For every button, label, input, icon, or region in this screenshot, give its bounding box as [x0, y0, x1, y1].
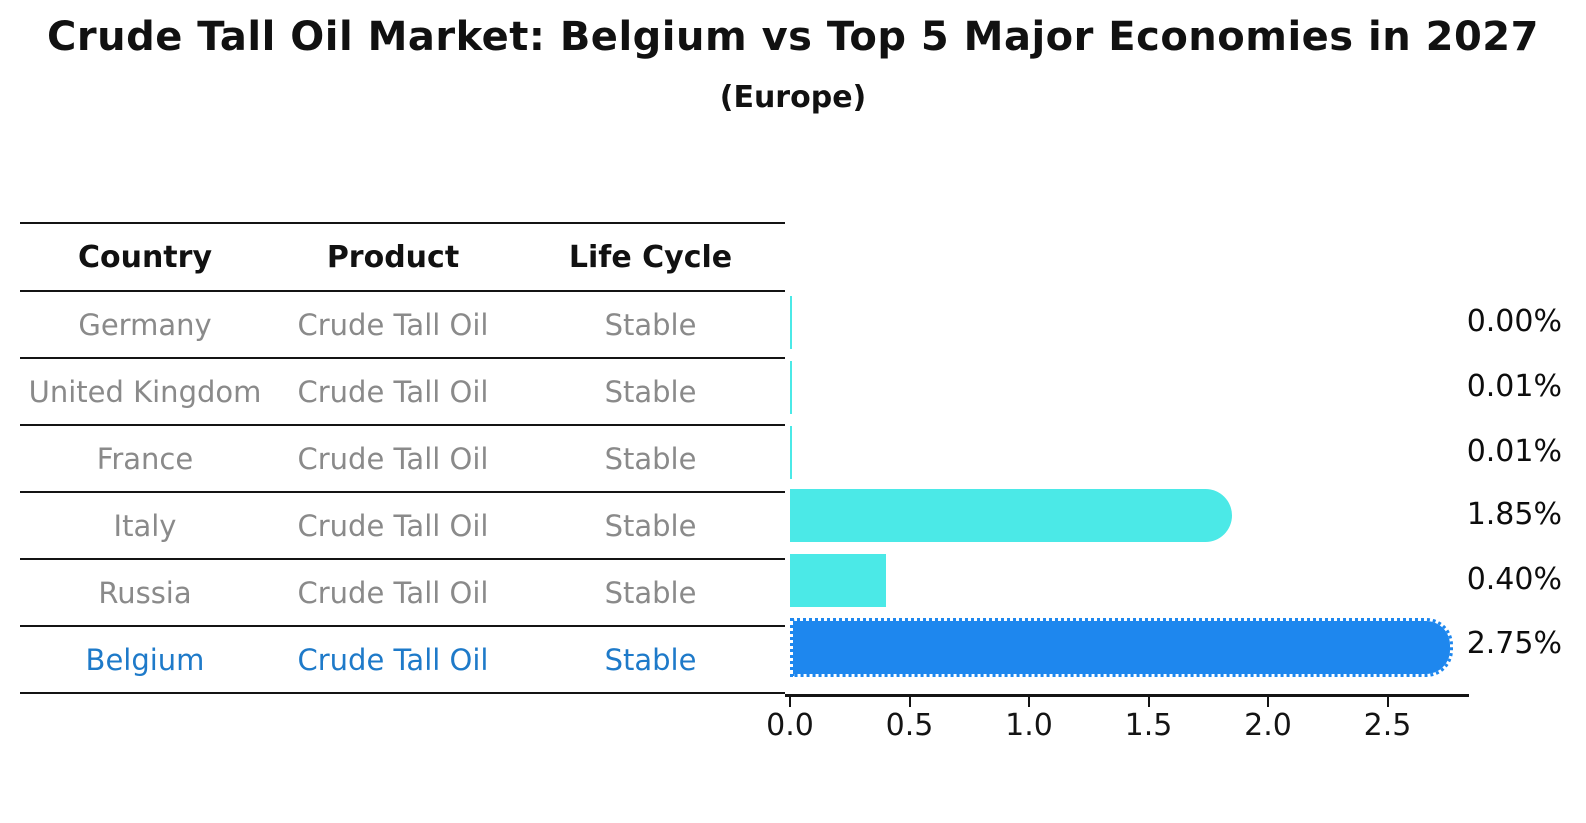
bar-value-label: 0.40% [1466, 561, 1562, 597]
cell-life-cycle: Stable [604, 575, 697, 610]
cell-life-cycle: Stable [604, 441, 697, 476]
cell-country: Italy [113, 508, 177, 543]
x-tick-label: 1.0 [1005, 708, 1053, 743]
col-header-country: Country [77, 239, 213, 275]
cell-product: Crude Tall Oil [297, 642, 489, 677]
bar-value-label: 1.85% [1466, 496, 1562, 532]
x-tick [789, 697, 791, 707]
bar-value-label: 0.01% [1466, 433, 1562, 469]
bar-france [790, 426, 793, 479]
table-header-row: Country Product Life Cycle [20, 222, 785, 292]
col-header-life-cycle: Life Cycle [568, 239, 733, 275]
bar-united-kingdom [790, 361, 793, 414]
cell-life-cycle: Stable [604, 374, 697, 409]
bar-value-label: 0.01% [1466, 368, 1562, 404]
cell-country: Germany [78, 307, 212, 342]
country-table: Country Product Life Cycle Germany Crude… [20, 222, 785, 694]
table-row: France Crude Tall Oil Stable [20, 426, 785, 493]
table-row: Italy Crude Tall Oil Stable [20, 493, 785, 560]
bar-belgium [790, 618, 1454, 677]
table-row: United Kingdom Crude Tall Oil Stable [20, 359, 785, 426]
bar-value-label: 2.75% [1466, 625, 1562, 661]
x-axis-line [785, 694, 1469, 697]
x-tick [1386, 697, 1389, 707]
bar-value-label: 0.00% [1466, 303, 1562, 339]
cell-country: United Kingdom [28, 374, 262, 409]
cell-product: Crude Tall Oil [297, 575, 489, 610]
cell-product: Crude Tall Oil [297, 508, 489, 543]
table-row: Germany Crude Tall Oil Stable [20, 292, 785, 359]
x-tick-label: 1.5 [1124, 708, 1173, 743]
cell-country: France [96, 441, 194, 476]
bar-germany [790, 296, 792, 349]
x-tick-label: 0.5 [885, 708, 934, 743]
x-tick [908, 697, 911, 707]
x-tick-label: 2.5 [1363, 708, 1412, 743]
cell-product: Crude Tall Oil [297, 374, 489, 409]
cell-country: Belgium [85, 642, 205, 677]
cell-country: Russia [98, 575, 192, 610]
x-tick [1267, 697, 1269, 707]
x-tick [1028, 697, 1030, 707]
table-row: Russia Crude Tall Oil Stable [20, 560, 785, 627]
cell-life-cycle: Stable [604, 307, 697, 342]
bar-russia [790, 554, 886, 607]
chart-subtitle: (Europe) [719, 80, 867, 115]
cell-product: Crude Tall Oil [297, 307, 489, 342]
col-header-product: Product [326, 239, 460, 275]
bar-italy [790, 489, 1233, 542]
chart-title: Crude Tall Oil Market: Belgium vs Top 5 … [47, 14, 1539, 60]
table-row: Belgium Crude Tall Oil Stable [20, 627, 785, 694]
cell-life-cycle: Stable [604, 642, 697, 677]
x-tick-label: 2.0 [1244, 708, 1292, 743]
cell-life-cycle: Stable [604, 508, 697, 543]
cell-product: Crude Tall Oil [297, 441, 489, 476]
x-tick-label: 0.0 [766, 708, 814, 743]
x-tick [1147, 697, 1150, 707]
